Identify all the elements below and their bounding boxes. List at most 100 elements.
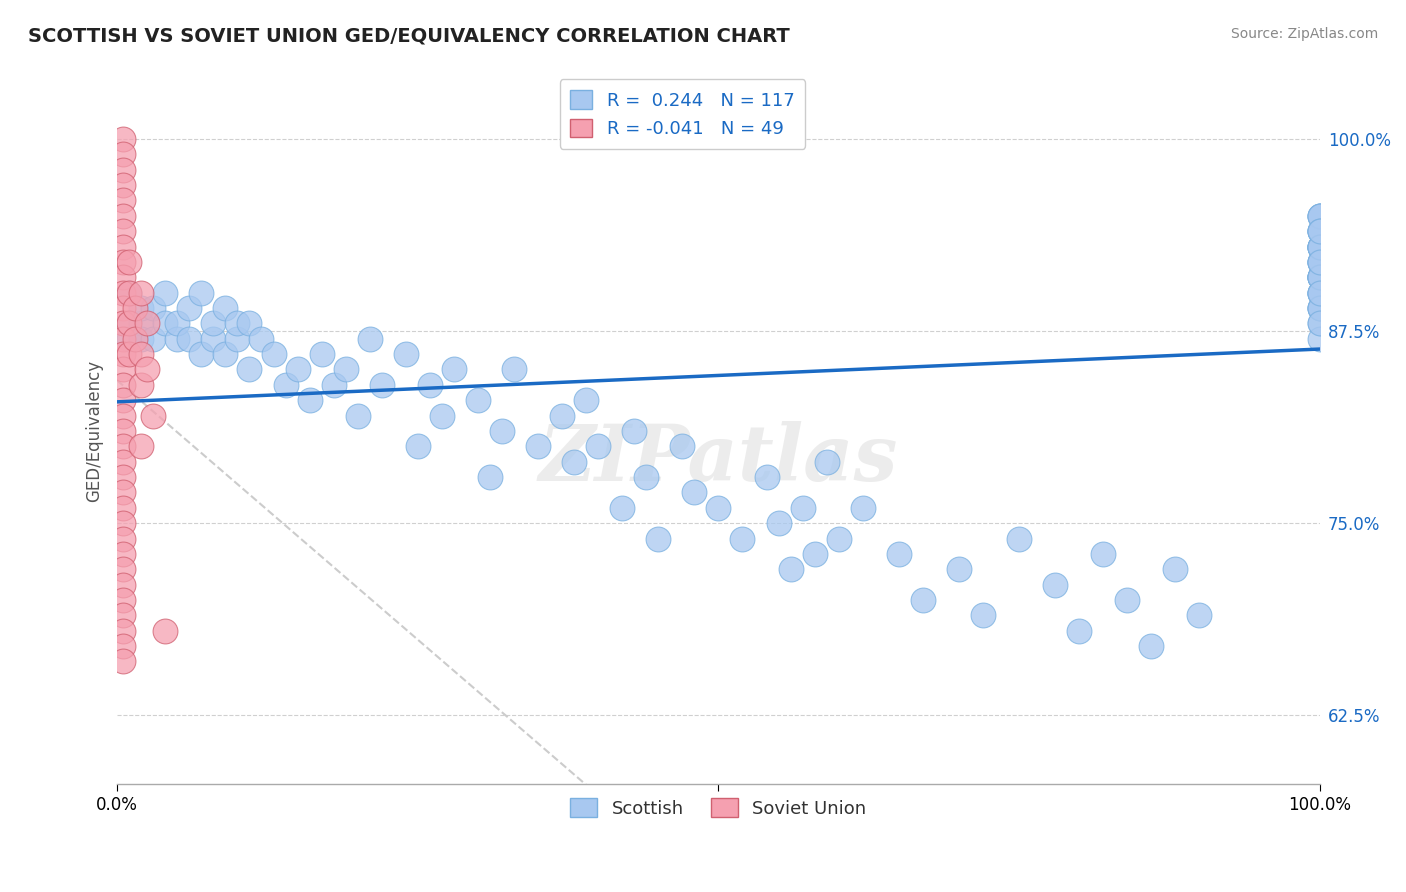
Point	[1309, 301, 1331, 315]
Point	[112, 285, 135, 300]
Point	[1309, 209, 1331, 223]
Point	[202, 332, 225, 346]
Point	[112, 655, 135, 669]
Point	[1309, 239, 1331, 253]
Point	[1188, 608, 1211, 623]
Point	[112, 639, 135, 653]
Point	[112, 455, 135, 469]
Point	[1309, 270, 1331, 285]
Point	[112, 470, 135, 484]
Point	[129, 332, 152, 346]
Point	[443, 362, 465, 376]
Point	[1309, 255, 1331, 269]
Point	[683, 485, 706, 500]
Point	[586, 439, 609, 453]
Point	[112, 178, 135, 192]
Point	[142, 409, 165, 423]
Point	[1309, 301, 1331, 315]
Point	[112, 209, 135, 223]
Point	[1309, 316, 1331, 330]
Point	[118, 316, 141, 330]
Point	[1309, 255, 1331, 269]
Point	[118, 332, 141, 346]
Point	[298, 393, 321, 408]
Point	[371, 377, 394, 392]
Point	[112, 255, 135, 269]
Point	[118, 347, 141, 361]
Point	[112, 377, 135, 392]
Point	[112, 593, 135, 607]
Point	[142, 301, 165, 315]
Point	[792, 500, 814, 515]
Point	[129, 377, 152, 392]
Point	[112, 147, 135, 161]
Point	[1164, 562, 1187, 576]
Point	[1309, 255, 1331, 269]
Point	[112, 547, 135, 561]
Point	[779, 562, 801, 576]
Point	[112, 316, 135, 330]
Point	[1309, 224, 1331, 238]
Point	[142, 332, 165, 346]
Point	[1309, 332, 1331, 346]
Point	[129, 347, 152, 361]
Point	[112, 562, 135, 576]
Point	[129, 301, 152, 315]
Point	[112, 301, 135, 315]
Point	[647, 532, 669, 546]
Point	[395, 347, 418, 361]
Point	[419, 377, 441, 392]
Point	[478, 470, 501, 484]
Point	[827, 532, 849, 546]
Point	[768, 516, 790, 530]
Point	[1309, 255, 1331, 269]
Point	[136, 362, 159, 376]
Point	[112, 577, 135, 591]
Point	[202, 316, 225, 330]
Point	[112, 532, 135, 546]
Point	[1043, 577, 1066, 591]
Point	[491, 424, 513, 438]
Point	[112, 500, 135, 515]
Point	[1092, 547, 1115, 561]
Point	[623, 424, 645, 438]
Point	[1309, 270, 1331, 285]
Point	[112, 347, 135, 361]
Point	[166, 332, 188, 346]
Point	[1309, 239, 1331, 253]
Point	[190, 347, 212, 361]
Point	[112, 224, 135, 238]
Point	[1309, 224, 1331, 238]
Point	[1116, 593, 1139, 607]
Point	[346, 409, 368, 423]
Point	[1309, 285, 1331, 300]
Point	[467, 393, 489, 408]
Point	[636, 470, 658, 484]
Point	[118, 285, 141, 300]
Point	[707, 500, 730, 515]
Point	[527, 439, 550, 453]
Point	[112, 162, 135, 177]
Point	[166, 316, 188, 330]
Point	[1309, 285, 1331, 300]
Point	[1309, 285, 1331, 300]
Point	[118, 316, 141, 330]
Point	[129, 285, 152, 300]
Point	[359, 332, 381, 346]
Point	[948, 562, 970, 576]
Point	[1309, 209, 1331, 223]
Point	[226, 332, 249, 346]
Point	[1309, 239, 1331, 253]
Point	[129, 316, 152, 330]
Point	[671, 439, 693, 453]
Point	[179, 301, 201, 315]
Point	[112, 239, 135, 253]
Point	[214, 301, 236, 315]
Point	[1309, 209, 1331, 223]
Point	[1309, 239, 1331, 253]
Point	[112, 409, 135, 423]
Point	[214, 347, 236, 361]
Point	[335, 362, 357, 376]
Point	[1309, 255, 1331, 269]
Point	[815, 455, 838, 469]
